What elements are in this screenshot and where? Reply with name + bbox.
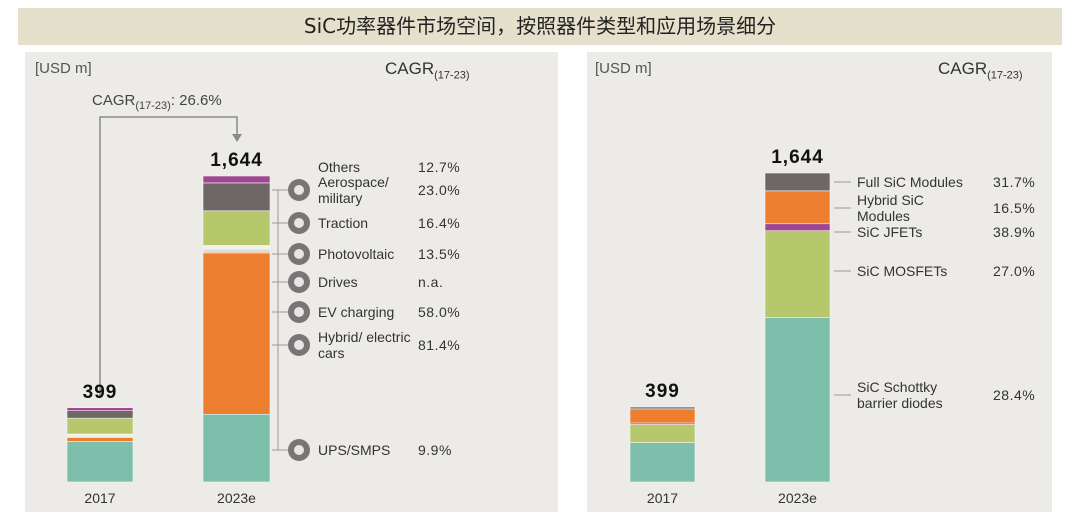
cagr-value: 13.5% (418, 246, 461, 262)
cagr-value: 28.4% (993, 387, 1036, 403)
legend-label: Hybrid/ electric cars (318, 329, 411, 361)
bar-segment (629, 424, 696, 443)
legend-label: Traction (318, 215, 369, 231)
bar-segment (764, 230, 831, 318)
cagr-value: 81.4% (418, 337, 461, 353)
bar-segment (202, 175, 271, 184)
bar-segment (629, 406, 696, 410)
bar-segment (764, 317, 831, 483)
bar-segment (202, 413, 271, 483)
legend-label: SiC MOSFETs (857, 263, 948, 279)
bar-segment (66, 441, 134, 483)
cagr-header-sub: (17-23) (987, 69, 1023, 82)
cagr-header: CAGR(17-23) (938, 59, 1023, 81)
bar-segment (202, 182, 271, 212)
cagr-value: 9.9% (418, 442, 452, 458)
x-tick-label: 2023e (217, 490, 256, 506)
annotation-value: : 26.6% (170, 92, 222, 109)
legend-icon-inner (294, 340, 304, 350)
legend-label: Photovoltaic (318, 246, 395, 262)
legend-label: Drives (318, 274, 358, 290)
legend-icon-inner (294, 307, 304, 317)
cagr-header-text: CAGR (385, 59, 435, 78)
cagr-value: 58.0% (418, 304, 461, 320)
cagr-value: 23.0% (418, 182, 461, 198)
legend-icon-inner (294, 249, 304, 259)
x-tick-label: 2023e (778, 490, 817, 506)
cagr-value: 31.7% (993, 174, 1036, 190)
legend-icon-inner (294, 277, 304, 287)
legend-label: EV charging (318, 304, 395, 320)
legend-label: Hybrid SiC Modules (857, 192, 924, 224)
legend-icon-inner (294, 445, 304, 455)
bar-segment (66, 417, 134, 435)
bar-segment (66, 407, 134, 412)
cagr-value: 27.0% (993, 263, 1036, 279)
unit-label: [USD m] (595, 60, 652, 77)
annotation: CAGR(17-23): 26.6% (92, 92, 222, 112)
legend-label: Full SiC Modules (857, 174, 963, 190)
total-label: 399 (82, 381, 118, 403)
legend-label: Others (318, 159, 361, 175)
legend-label: SiC JFETs (857, 224, 923, 240)
total-label: 399 (645, 381, 680, 402)
total-label: 1,644 (210, 150, 263, 171)
cagr-value: 38.9% (993, 224, 1036, 240)
bar-segment (629, 408, 696, 424)
bar-segment (66, 437, 134, 442)
x-tick-label: 2017 (646, 490, 679, 506)
legend-icon-inner (294, 185, 304, 195)
cagr-value: 16.5% (993, 200, 1036, 216)
total-label: 1,644 (771, 147, 824, 168)
bar-segment (764, 223, 831, 232)
legend-label: SiC Schottky barrier diodes (857, 379, 943, 411)
annotation-sub: (17-23) (135, 100, 171, 112)
annotation-text: CAGR (92, 92, 136, 109)
bar-segment (66, 410, 134, 419)
bar-segment (202, 252, 271, 415)
cagr-header: CAGR(17-23) (385, 59, 470, 81)
page-title: SiC功率器件市场空间，按照器件类型和应用场景细分 (18, 8, 1062, 45)
bar-segment (202, 210, 271, 246)
legend-label: Aerospace/ military (318, 174, 389, 206)
annotation-connector (99, 116, 238, 398)
x-tick-label: 2017 (84, 490, 116, 506)
bar-segment (629, 442, 696, 483)
unit-label: [USD m] (35, 60, 92, 77)
bar-segment (764, 190, 831, 225)
bar-segment (764, 172, 831, 192)
cagr-value: 12.7% (418, 159, 461, 175)
legend-label: UPS/SMPS (318, 442, 391, 458)
legend-icon-inner (294, 218, 304, 228)
bar-segment (202, 245, 271, 250)
cagr-value: 16.4% (418, 215, 461, 231)
cagr-header-sub: (17-23) (434, 69, 470, 82)
annotation-arrowhead (232, 134, 242, 142)
cagr-header-text: CAGR (938, 59, 988, 78)
cagr-value: n.a. (418, 274, 444, 290)
